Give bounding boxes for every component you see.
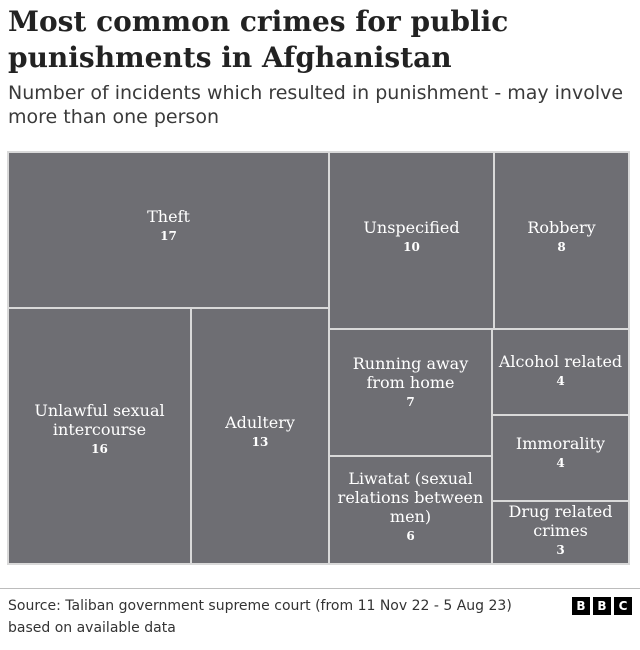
tile-label-running-away-from-home-line-1: Running away xyxy=(353,354,469,373)
tile-theft xyxy=(7,151,330,309)
tile-unlawful-sexual-intercourse xyxy=(7,307,192,565)
tile-value-liwatat-sexual-relations-between-men: 6 xyxy=(406,529,414,543)
chart-title: Most common crimes for public punishment… xyxy=(8,5,509,74)
tile-value-immorality: 4 xyxy=(556,456,564,470)
tile-label-drug-related-crimes-line-2: crimes xyxy=(533,521,588,540)
tile-value-adultery: 13 xyxy=(252,435,269,449)
bbc-logo-letter-2: B xyxy=(593,597,611,615)
tile-unspecified xyxy=(328,151,495,330)
tile-label-running-away-from-home-line-2: from home xyxy=(366,373,454,392)
tile-adultery xyxy=(190,307,330,565)
tile-label-drug-related-crimes-line-1: Drug related xyxy=(508,502,612,521)
source-note: Source: Taliban government supreme court… xyxy=(8,595,568,639)
tile-value-running-away-from-home: 7 xyxy=(406,395,414,409)
tile-label-theft: Theft xyxy=(147,207,190,226)
bbc-logo: B B C xyxy=(572,597,632,615)
tile-drug-related-crimes xyxy=(491,500,630,565)
tile-value-drug-related-crimes: 3 xyxy=(556,543,564,557)
tile-value-alcohol-related: 4 xyxy=(556,374,564,388)
tile-label-unlawful-sexual-intercourse-line-1: Unlawful sexual xyxy=(34,401,164,420)
chart-subtitle: Number of incidents which resulted in pu… xyxy=(8,82,624,128)
tile-label-robbery: Robbery xyxy=(527,218,595,237)
tile-robbery xyxy=(493,151,630,330)
tile-alcohol-related xyxy=(491,328,630,416)
source-line-1: Source: Taliban government supreme court… xyxy=(8,598,512,614)
source-line-2: based on available data xyxy=(8,620,176,636)
tile-label-liwatat-sexual-relations-between-men-line-3: men) xyxy=(390,507,431,526)
tile-label-liwatat-sexual-relations-between-men-line-1: Liwatat (sexual xyxy=(348,469,472,488)
tile-label-immorality: Immorality xyxy=(516,434,605,453)
tile-label-unlawful-sexual-intercourse-line-2: intercourse xyxy=(53,420,146,439)
bbc-logo-letter-3: C xyxy=(614,597,632,615)
bbc-logo-letter-1: B xyxy=(572,597,590,615)
tile-label-adultery: Adultery xyxy=(224,413,295,432)
tile-value-theft: 17 xyxy=(160,229,177,243)
tile-liwatat-sexual-relations-between-men xyxy=(328,455,493,565)
tile-label-unspecified: Unspecified xyxy=(363,218,459,237)
footer-divider xyxy=(0,588,640,589)
tile-label-liwatat-sexual-relations-between-men-line-2: relations between xyxy=(338,488,484,507)
tile-label-alcohol-related: Alcohol related xyxy=(498,352,622,371)
tile-running-away-from-home xyxy=(328,328,493,457)
tile-value-unspecified: 10 xyxy=(403,240,420,254)
tile-value-unlawful-sexual-intercourse: 16 xyxy=(91,442,108,456)
tile-value-robbery: 8 xyxy=(557,240,565,254)
